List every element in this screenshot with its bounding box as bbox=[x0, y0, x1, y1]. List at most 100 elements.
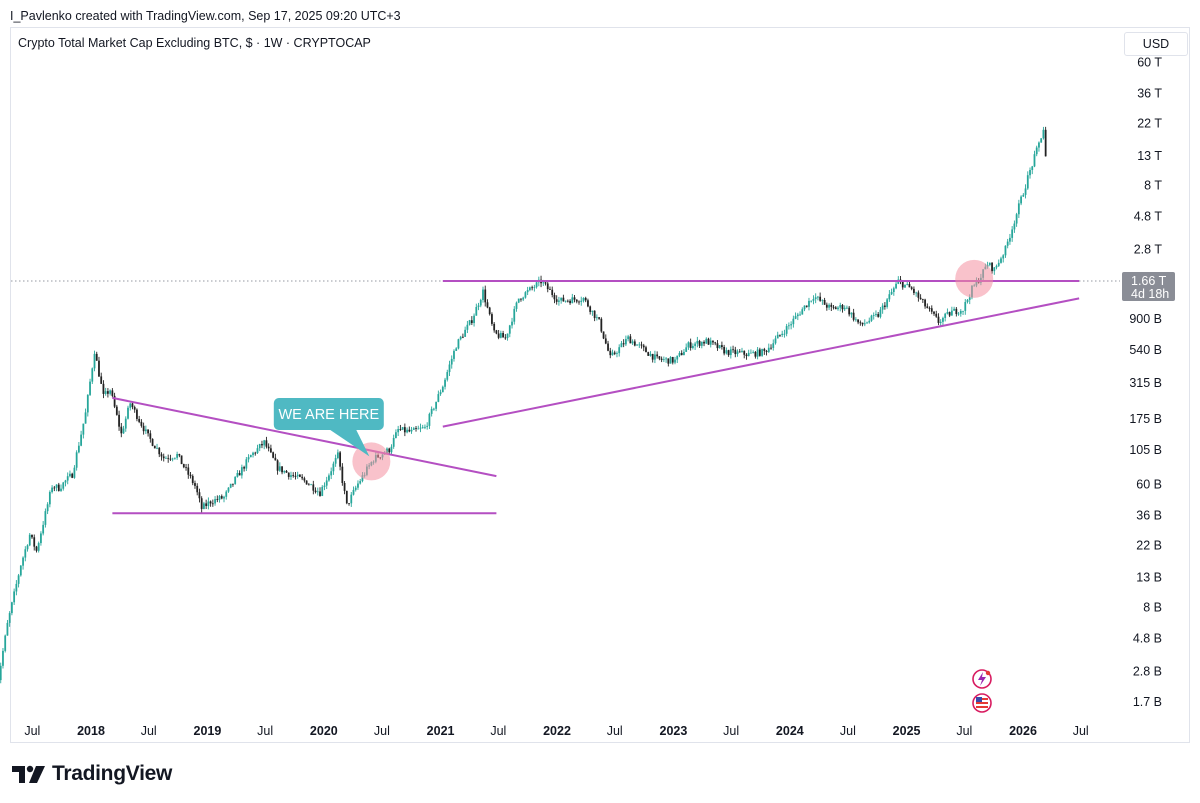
candle bbox=[40, 531, 42, 546]
candle bbox=[624, 335, 627, 347]
candle bbox=[805, 305, 808, 308]
candle bbox=[723, 344, 726, 356]
candle bbox=[62, 481, 65, 491]
candle bbox=[84, 408, 87, 424]
candle bbox=[15, 580, 18, 596]
candle bbox=[830, 302, 833, 311]
candle bbox=[955, 307, 958, 317]
candle bbox=[866, 321, 868, 324]
candle bbox=[698, 339, 701, 348]
currency-button[interactable]: USD bbox=[1124, 32, 1188, 56]
candle bbox=[140, 419, 143, 428]
highlight-circle[interactable] bbox=[955, 259, 994, 298]
candle bbox=[531, 285, 534, 291]
price-axis-label: 13 T bbox=[1137, 149, 1162, 163]
candle bbox=[926, 303, 929, 309]
candle bbox=[191, 474, 194, 486]
candle bbox=[560, 297, 563, 304]
price-axis-label: 175 B bbox=[1129, 412, 1162, 426]
candle bbox=[962, 310, 964, 316]
candle bbox=[758, 347, 761, 357]
candle bbox=[589, 305, 592, 315]
candle bbox=[220, 494, 223, 500]
candle bbox=[649, 351, 652, 357]
candle bbox=[4, 634, 7, 653]
candle bbox=[269, 444, 272, 454]
chart-pane[interactable] bbox=[10, 27, 1190, 743]
time-axis-label: Jul bbox=[956, 724, 972, 738]
price-axis-label: 2.8 B bbox=[1133, 664, 1162, 678]
candle bbox=[35, 545, 38, 553]
candle bbox=[662, 356, 665, 363]
candle bbox=[839, 302, 842, 312]
candle bbox=[207, 497, 210, 510]
candle bbox=[689, 338, 692, 351]
candle bbox=[33, 534, 36, 551]
time-axis-label: Jul bbox=[723, 724, 739, 738]
candle bbox=[216, 495, 219, 503]
highlight-circle[interactable] bbox=[352, 442, 391, 481]
candle bbox=[794, 312, 797, 320]
candle bbox=[879, 306, 882, 319]
candle bbox=[950, 306, 953, 316]
candle bbox=[138, 415, 141, 424]
candle bbox=[533, 284, 536, 292]
candle bbox=[285, 469, 288, 473]
us-flag-event-icon[interactable] bbox=[972, 693, 992, 713]
candle bbox=[118, 410, 120, 431]
candle bbox=[439, 389, 442, 396]
candle bbox=[680, 350, 683, 356]
time-axis-label: Jul bbox=[257, 724, 273, 738]
callout-bubble[interactable]: WE ARE HERE bbox=[273, 398, 384, 457]
candle bbox=[654, 350, 656, 364]
candle bbox=[924, 298, 926, 309]
time-axis-label: 2021 bbox=[427, 724, 455, 738]
candle bbox=[245, 457, 248, 472]
candle bbox=[812, 295, 815, 305]
tradingview-logo[interactable]: TradingView bbox=[12, 760, 172, 788]
candle bbox=[225, 490, 228, 500]
candle bbox=[1044, 126, 1047, 157]
lightning-event-icon[interactable] bbox=[972, 669, 992, 689]
trendline[interactable] bbox=[442, 297, 1080, 428]
candle bbox=[607, 340, 609, 352]
candle bbox=[544, 281, 547, 286]
candle bbox=[240, 464, 243, 479]
candle bbox=[611, 349, 614, 356]
candle bbox=[156, 443, 158, 450]
candle bbox=[325, 476, 328, 490]
candle bbox=[323, 482, 326, 491]
candle bbox=[1026, 171, 1029, 190]
candle bbox=[122, 425, 125, 434]
candle bbox=[86, 394, 89, 417]
candle bbox=[890, 288, 893, 296]
candle bbox=[171, 457, 174, 462]
candle bbox=[189, 471, 192, 479]
time-axis-label: Jul bbox=[607, 724, 623, 738]
candle bbox=[799, 311, 801, 316]
candle bbox=[761, 348, 763, 357]
candle bbox=[343, 481, 346, 495]
candle bbox=[232, 483, 234, 487]
candle bbox=[444, 377, 446, 390]
candle bbox=[194, 480, 196, 489]
candle bbox=[401, 426, 404, 431]
candle bbox=[928, 306, 931, 312]
candle bbox=[98, 356, 100, 377]
candle bbox=[747, 349, 750, 357]
price-axis: 60 T 36 T 22 T 13 T 8 T 4.8 T 2.8 T 900 B 540 B 3… bbox=[1122, 55, 1175, 709]
candle bbox=[647, 351, 650, 356]
candle bbox=[966, 299, 969, 304]
chart-author-caption: I_Pavlenko created with TradingView.com,… bbox=[10, 9, 401, 23]
candle bbox=[473, 313, 475, 327]
candle bbox=[113, 392, 116, 409]
candle bbox=[354, 485, 357, 492]
trendline[interactable] bbox=[112, 396, 497, 478]
time-axis-label: 2019 bbox=[194, 724, 222, 738]
candle bbox=[19, 565, 22, 577]
candle bbox=[22, 556, 24, 570]
candle bbox=[319, 487, 321, 497]
candle bbox=[294, 471, 297, 480]
candle bbox=[348, 503, 350, 506]
